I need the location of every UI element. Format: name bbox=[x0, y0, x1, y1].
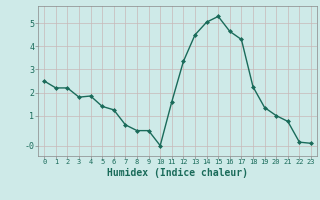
X-axis label: Humidex (Indice chaleur): Humidex (Indice chaleur) bbox=[107, 168, 248, 178]
